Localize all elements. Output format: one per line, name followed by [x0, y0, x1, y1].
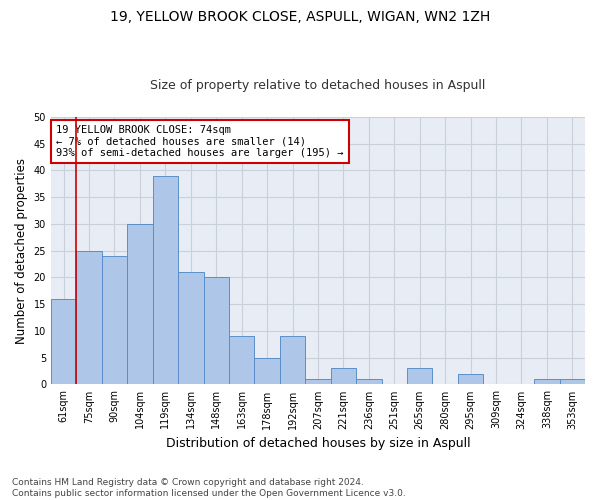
Bar: [560, 379, 585, 384]
Bar: [51, 299, 76, 384]
Title: Size of property relative to detached houses in Aspull: Size of property relative to detached ho…: [150, 79, 485, 92]
Bar: [229, 336, 254, 384]
X-axis label: Distribution of detached houses by size in Aspull: Distribution of detached houses by size …: [166, 437, 470, 450]
Y-axis label: Number of detached properties: Number of detached properties: [15, 158, 28, 344]
Text: 19, YELLOW BROOK CLOSE, ASPULL, WIGAN, WN2 1ZH: 19, YELLOW BROOK CLOSE, ASPULL, WIGAN, W…: [110, 10, 490, 24]
Bar: [305, 379, 331, 384]
Bar: [254, 358, 280, 384]
Bar: [152, 176, 178, 384]
Bar: [356, 379, 382, 384]
Bar: [102, 256, 127, 384]
Bar: [458, 374, 483, 384]
Bar: [280, 336, 305, 384]
Bar: [127, 224, 152, 384]
Bar: [534, 379, 560, 384]
Bar: [178, 272, 203, 384]
Bar: [407, 368, 433, 384]
Bar: [76, 250, 102, 384]
Bar: [331, 368, 356, 384]
Text: 19 YELLOW BROOK CLOSE: 74sqm
← 7% of detached houses are smaller (14)
93% of sem: 19 YELLOW BROOK CLOSE: 74sqm ← 7% of det…: [56, 125, 344, 158]
Text: Contains HM Land Registry data © Crown copyright and database right 2024.
Contai: Contains HM Land Registry data © Crown c…: [12, 478, 406, 498]
Bar: [203, 278, 229, 384]
